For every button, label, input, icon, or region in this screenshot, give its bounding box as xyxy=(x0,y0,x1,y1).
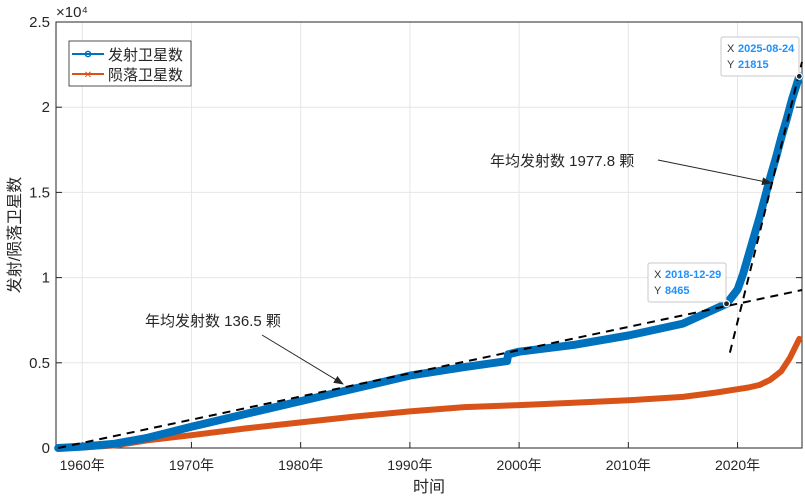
x-tick-label: 2000年 xyxy=(497,457,542,473)
datatip-marker xyxy=(724,301,730,307)
legend-label-launch: 发射卫星数 xyxy=(108,47,183,64)
y-tick-label: 1.5 xyxy=(29,184,50,201)
datatip-x-value: 2025-08-24 xyxy=(738,43,795,55)
trend-annotation-label: 年均发射数 136.5 颗 xyxy=(145,313,281,330)
y-tick-label: 0.5 xyxy=(29,355,50,372)
datatip-y-label: Y xyxy=(654,285,662,297)
trend-annotation-label: 年均发射数 1977.8 颗 xyxy=(490,153,634,170)
trend-lines xyxy=(58,62,802,448)
datatip-x-value: 2018-12-29 xyxy=(665,269,721,281)
y-tick-label: 2.5 xyxy=(29,14,50,31)
datatip-y-value: 8465 xyxy=(665,285,689,297)
annotation-arrow xyxy=(262,335,343,384)
annotation-arrow xyxy=(658,160,771,183)
x-tick-label: 2020年 xyxy=(715,457,760,473)
legend-label-decay: 陨落卫星数 xyxy=(108,67,183,84)
x-tick-label: 1990年 xyxy=(387,457,432,473)
x-tick-label: 1980年 xyxy=(278,457,323,473)
series-line-launch xyxy=(58,76,799,448)
datatip-y-label: Y xyxy=(727,59,735,71)
x-axis-label: 时间 xyxy=(413,478,445,496)
legend-marker-decay: ✕ xyxy=(84,70,92,81)
x-tick-label: 2010年 xyxy=(606,457,651,473)
y-exponent-label: ×10⁴ xyxy=(56,4,88,21)
y-tick-label: 2 xyxy=(42,99,50,116)
y-tick-label: 1 xyxy=(42,270,50,287)
y-axis-label: 发射/陨落卫星数 xyxy=(6,177,24,293)
x-tick-label: 1970年 xyxy=(169,457,214,473)
datatip-x-label: X xyxy=(654,269,662,281)
legend[interactable]: 发射卫星数 ✕ 陨落卫星数 xyxy=(69,41,191,86)
datatip-marker xyxy=(796,73,802,79)
y-tick-label: 0 xyxy=(42,440,50,457)
datatip-x-label: X xyxy=(727,43,735,55)
datatip-y-value: 21815 xyxy=(738,59,769,71)
series xyxy=(58,76,799,448)
x-tick-label: 1960年 xyxy=(60,457,105,473)
